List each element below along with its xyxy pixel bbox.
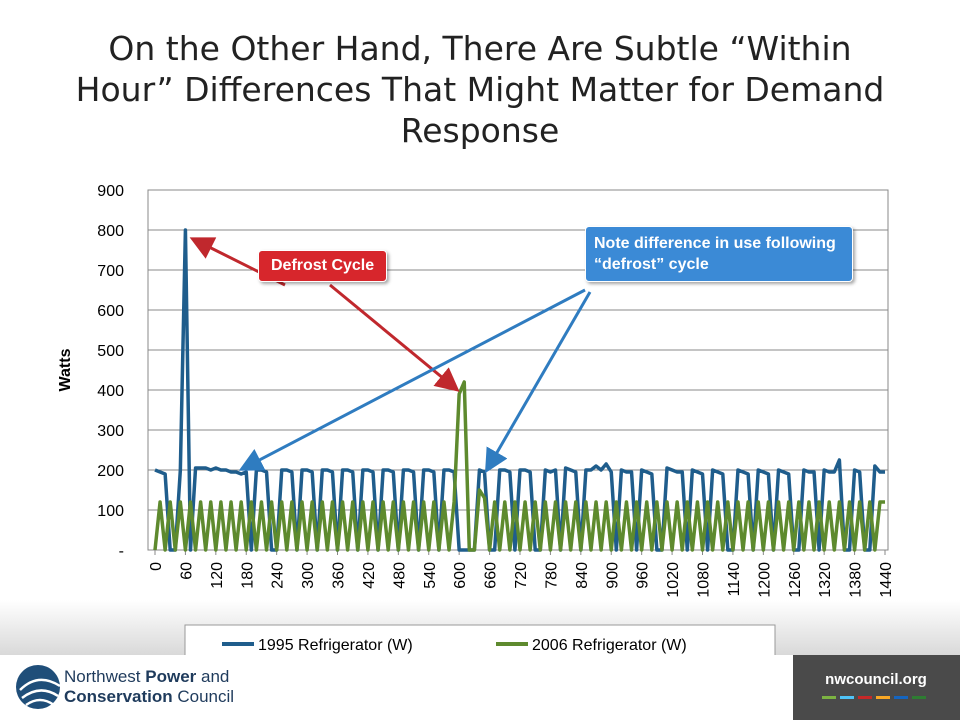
x-tick-label: 0 — [148, 562, 165, 571]
x-tick-label: 60 — [178, 562, 195, 580]
x-tick-label: 720 — [513, 562, 530, 589]
y-tick-label: - — [119, 543, 124, 560]
color-dashes — [822, 696, 926, 699]
y-tick-label: 100 — [97, 503, 124, 520]
y-tick-label: 400 — [97, 383, 124, 400]
org: Conservation — [64, 687, 173, 706]
logo — [16, 665, 60, 709]
x-tick-label: 1080 — [696, 562, 713, 598]
series-line — [153, 380, 885, 552]
arrow — [484, 291, 592, 474]
y-tick-label: 800 — [97, 223, 124, 240]
x-tick-label: 480 — [391, 562, 408, 589]
annotation: Note difference in use following “defros… — [585, 226, 853, 282]
x-tick-label: 120 — [209, 562, 226, 589]
org: Council — [173, 687, 234, 706]
org: Power — [145, 667, 196, 686]
y-tick-label: 500 — [97, 343, 124, 360]
x-tick-label: 960 — [635, 562, 652, 589]
url-box — [793, 655, 960, 720]
x-tick-label: 900 — [604, 562, 621, 589]
x-tick-label: 240 — [270, 562, 287, 589]
y-tick-label: 600 — [97, 303, 124, 320]
svg-text:Northwest Power and: Northwest Power and — [64, 667, 229, 686]
x-tick-label: 1200 — [756, 562, 773, 598]
annotation: Defrost Cycle — [258, 250, 388, 282]
y-axis-label: Watts — [57, 348, 74, 391]
x-tick-label: 1020 — [665, 562, 682, 598]
x-tick-label: 300 — [300, 562, 317, 589]
x-tick-label: 1320 — [817, 562, 834, 598]
x-tick-label: 180 — [239, 562, 256, 589]
x-tick-label: 420 — [361, 562, 378, 589]
x-tick-label: 1260 — [787, 562, 804, 598]
url: nwcouncil.org — [825, 671, 927, 688]
x-tick-label: 1380 — [848, 562, 865, 598]
x-tick-label: 600 — [452, 562, 469, 589]
x-tick-label: 840 — [574, 562, 591, 589]
x-tick-label: 360 — [331, 562, 348, 589]
x-tick-label: 1140 — [726, 562, 743, 597]
y-tick-label: 300 — [97, 423, 124, 440]
org: and — [196, 667, 229, 686]
org: Northwest — [64, 667, 145, 686]
x-tick-label: 1440 — [878, 562, 895, 598]
x-tick-label: 540 — [422, 562, 439, 589]
y-tick-label: 900 — [97, 183, 124, 200]
logo-waves — [19, 678, 61, 707]
legend-label: 2006 Refrigerator (W) — [532, 637, 687, 654]
y-tick-label: 700 — [97, 263, 124, 280]
arrow — [329, 283, 460, 392]
footer — [0, 655, 793, 720]
x-tick-label: 660 — [483, 562, 500, 589]
legend-label: 1995 Refrigerator (W) — [258, 637, 413, 654]
x-tick-label: 780 — [543, 562, 560, 589]
arrow — [238, 288, 586, 471]
svg-text:Conservation Council: Conservation Council — [64, 687, 234, 706]
slide-title: On the Other Hand, There Are Subtle “Wit… — [75, 29, 885, 150]
y-tick-label: 200 — [97, 463, 124, 480]
